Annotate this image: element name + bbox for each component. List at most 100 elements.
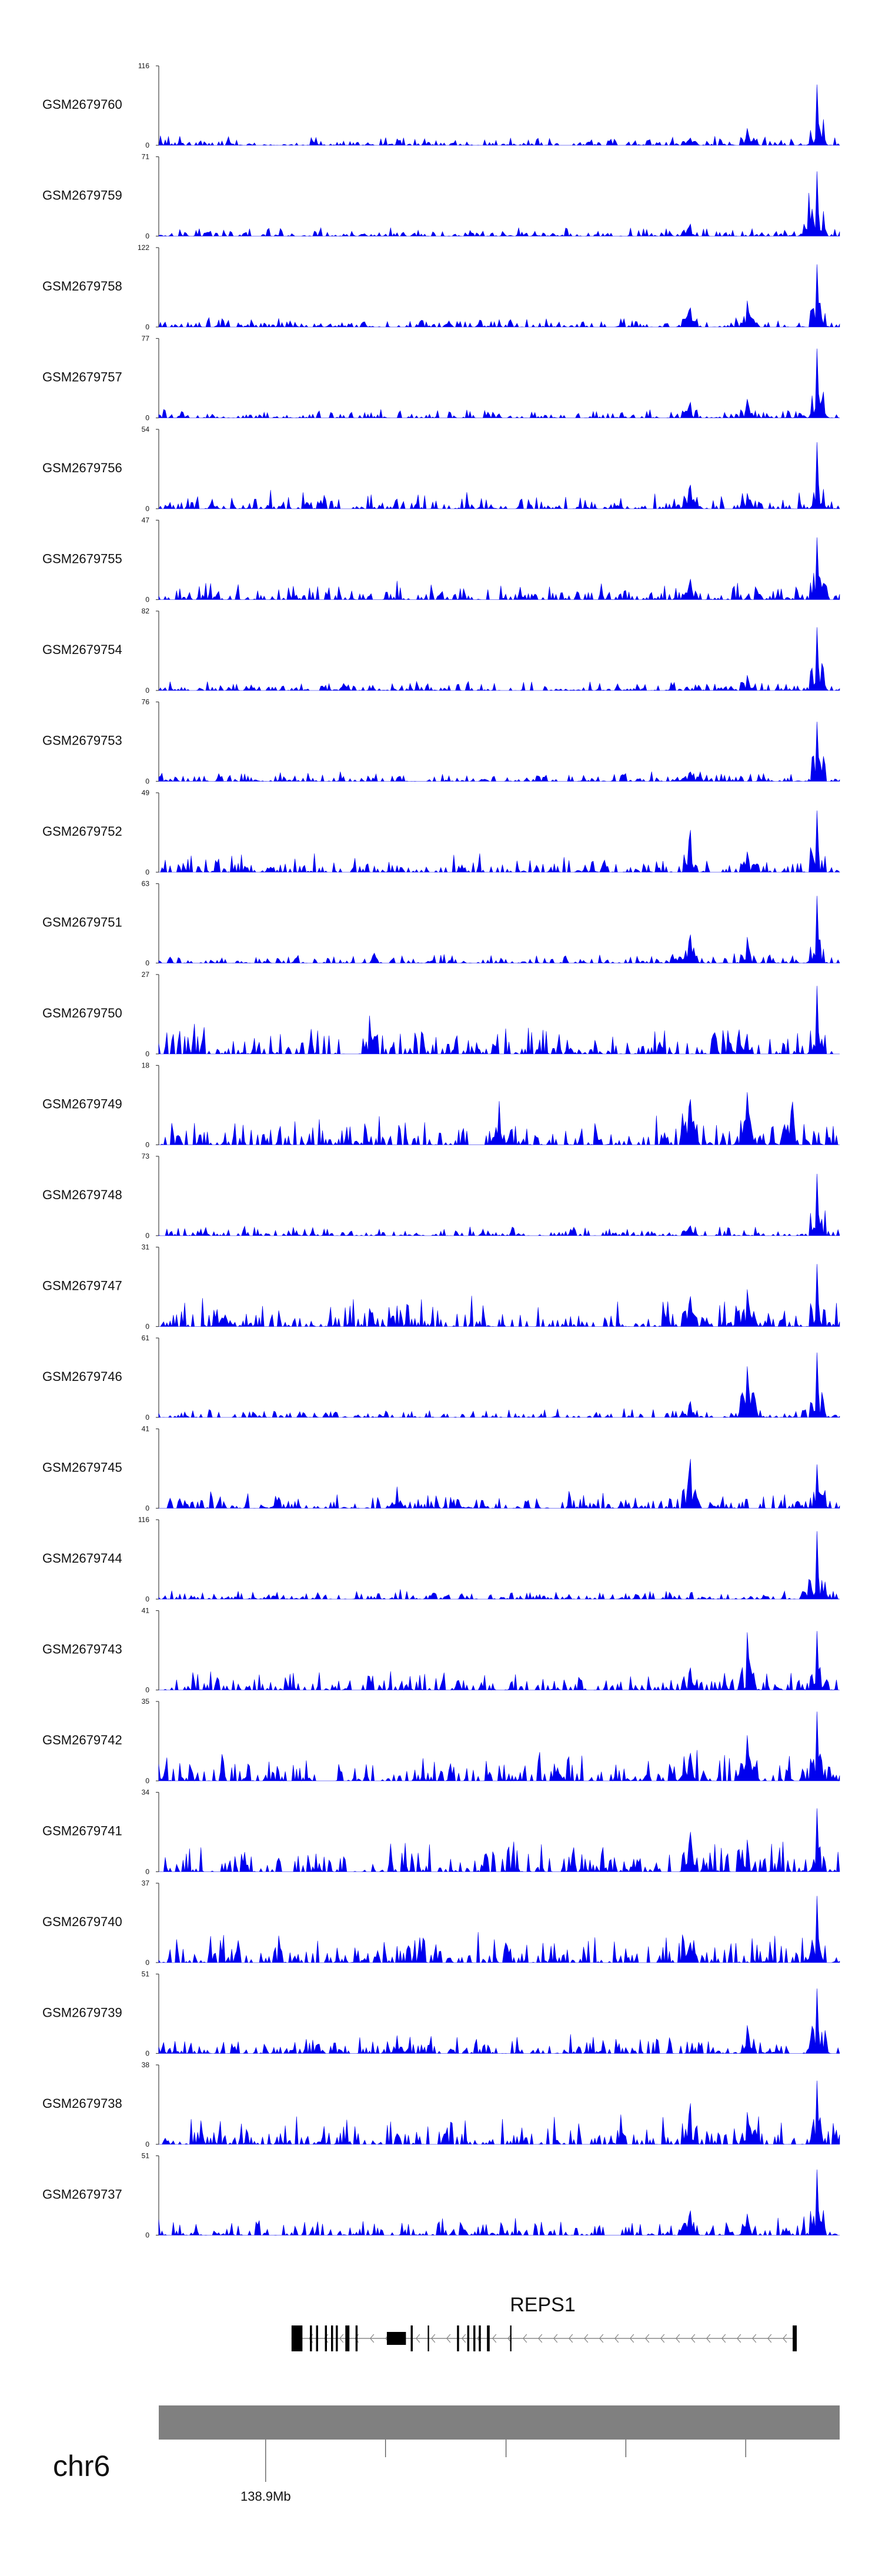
y-min-label: 0 [145, 778, 149, 786]
y-min-label: 0 [145, 1595, 149, 1603]
gene-exon [330, 2325, 333, 2351]
y-max-label: 37 [142, 1879, 150, 1887]
coverage-area [159, 2080, 840, 2145]
y-min-label: 0 [145, 1323, 149, 1331]
y-max-label: 82 [142, 607, 150, 615]
y-min-label: 0 [145, 505, 149, 513]
y-max-label: 41 [142, 1425, 150, 1433]
coverage-area [158, 84, 840, 146]
y-max-label: 71 [142, 153, 150, 161]
y-max-label: 76 [142, 698, 150, 706]
strand-arrow [599, 2334, 604, 2343]
coverage-area [158, 896, 840, 964]
y-min-label: 0 [145, 414, 149, 422]
y-max-label: 61 [142, 1334, 150, 1342]
track-name-label: GSM2679749 [42, 1097, 122, 1112]
track-GSM2679742: GSM2679742 35 0 [42, 1697, 840, 1785]
strand-arrow [782, 2334, 787, 2343]
strand-arrow [583, 2334, 589, 2343]
gene-model-track: REPS1 [291, 2294, 797, 2351]
coverage-area [158, 442, 840, 510]
strand-arrow [660, 2334, 665, 2343]
coverage-area [158, 1531, 840, 1600]
strand-arrow [568, 2334, 573, 2343]
coverage-area [158, 722, 840, 782]
coverage-area [158, 986, 840, 1055]
y-min-label: 0 [145, 686, 149, 695]
track-name-label: GSM2679750 [42, 1006, 122, 1020]
track-GSM2679739: GSM2679739 51 0 [42, 1970, 840, 2058]
coverage-area [159, 1631, 840, 1691]
y-max-label: 54 [142, 425, 150, 433]
gene-exon [510, 2325, 512, 2351]
track-GSM2679741: GSM2679741 34 0 [42, 1788, 840, 1876]
gene-exon [457, 2325, 459, 2351]
gene-exon [410, 2325, 413, 2351]
y-min-label: 0 [145, 1141, 149, 1149]
coverage-tracks: GSM2679760 116 0 GSM2679759 71 0 GSM2679758 122… [42, 62, 840, 2240]
y-max-label: 63 [142, 880, 150, 888]
y-max-label: 41 [142, 1607, 150, 1615]
gene-exon [345, 2325, 350, 2351]
track-GSM2679754: GSM2679754 82 0 [42, 607, 840, 695]
y-min-label: 0 [145, 232, 149, 241]
track-GSM2679737: GSM2679737 51 0 [42, 2152, 840, 2240]
y-max-label: 122 [138, 243, 149, 252]
coverage-area [158, 1352, 840, 1419]
coverage-area [158, 2169, 840, 2236]
strand-arrow [736, 2334, 741, 2343]
y-min-label: 0 [145, 1686, 149, 1694]
y-max-label: 34 [142, 1788, 150, 1797]
track-name-label: GSM2679745 [42, 1460, 122, 1475]
coverage-area [159, 1264, 840, 1327]
strand-arrow [537, 2334, 543, 2343]
track-GSM2679740: GSM2679740 37 0 [42, 1879, 840, 1967]
y-min-label: 0 [145, 2140, 149, 2148]
coverage-area [159, 1459, 840, 1509]
y-min-label: 0 [145, 2231, 149, 2240]
strand-arrow [446, 2334, 451, 2343]
y-max-label: 51 [142, 1970, 150, 1978]
coverage-area [158, 171, 840, 237]
y-max-label: 49 [142, 789, 150, 797]
track-GSM2679759: GSM2679759 71 0 [42, 153, 840, 241]
y-min-label: 0 [145, 1868, 149, 1876]
y-max-label: 38 [142, 2061, 150, 2069]
track-name-label: GSM2679737 [42, 2187, 122, 2202]
track-name-label: GSM2679754 [42, 642, 122, 657]
track-GSM2679747: GSM2679747 31 0 [42, 1243, 840, 1331]
y-max-label: 18 [142, 1062, 150, 1070]
track-GSM2679744: GSM2679744 116 0 [42, 1516, 840, 1603]
coverage-area [158, 348, 840, 419]
track-name-label: GSM2679757 [42, 370, 122, 385]
gene-exon [325, 2325, 328, 2351]
coverage-area [158, 1896, 840, 1964]
track-name-label: GSM2679756 [42, 461, 122, 475]
strand-arrow [522, 2334, 527, 2343]
y-min-label: 0 [145, 1050, 149, 1058]
track-name-label: GSM2679760 [42, 97, 122, 112]
y-max-label: 31 [142, 1243, 150, 1252]
coverage-area [158, 1173, 840, 1237]
strand-arrow [751, 2334, 757, 2343]
track-GSM2679751: GSM2679751 63 0 [42, 880, 840, 967]
y-max-label: 77 [142, 335, 150, 343]
strand-arrow [430, 2334, 436, 2343]
chromosome-axis: chr6 138.9Mb [53, 2405, 840, 2504]
y-min-label: 0 [145, 1777, 149, 1785]
y-min-label: 0 [145, 959, 149, 967]
track-GSM2679750: GSM2679750 27 0 [42, 970, 840, 1058]
coverage-area [159, 810, 840, 873]
position-label: 138.9Mb [240, 2489, 291, 2504]
y-min-label: 0 [145, 868, 149, 876]
y-max-label: 51 [142, 2152, 150, 2160]
track-name-label: GSM2679748 [42, 1187, 122, 1202]
gene-exon [479, 2325, 481, 2351]
strand-arrow [339, 2334, 344, 2343]
y-min-label: 0 [145, 1958, 149, 1967]
y-max-label: 116 [138, 62, 149, 70]
y-max-label: 35 [142, 1697, 150, 1706]
strand-arrow [415, 2334, 420, 2343]
track-GSM2679760: GSM2679760 116 0 [42, 62, 840, 149]
track-name-label: GSM2679738 [42, 2096, 122, 2111]
